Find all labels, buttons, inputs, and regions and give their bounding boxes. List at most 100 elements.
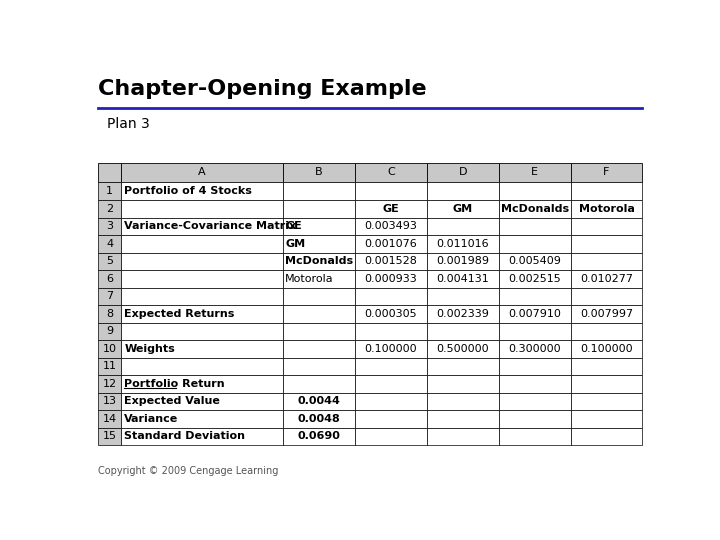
Bar — [121, 163, 283, 183]
Bar — [499, 288, 570, 305]
Bar — [570, 163, 642, 183]
Text: 0.001989: 0.001989 — [436, 256, 490, 266]
Text: 0.500000: 0.500000 — [436, 344, 489, 354]
Bar — [427, 183, 499, 200]
Bar — [355, 163, 427, 183]
Bar — [355, 340, 427, 357]
Text: Copyright © 2009 Cengage Learning: Copyright © 2009 Cengage Learning — [99, 465, 279, 476]
Bar — [121, 322, 283, 340]
Bar — [427, 428, 499, 445]
Text: 2: 2 — [106, 204, 113, 214]
Text: 0.0044: 0.0044 — [297, 396, 341, 407]
Text: 0.000305: 0.000305 — [364, 309, 417, 319]
Text: 15: 15 — [103, 431, 117, 442]
Bar — [99, 163, 121, 183]
Bar — [499, 410, 570, 428]
Bar — [499, 322, 570, 340]
Text: 0.100000: 0.100000 — [580, 344, 633, 354]
Text: McDonalds: McDonalds — [500, 204, 569, 214]
Bar — [427, 200, 499, 218]
Text: Variance: Variance — [125, 414, 179, 424]
Bar — [99, 322, 121, 340]
Text: Variance-Covariance Matrix: Variance-Covariance Matrix — [125, 221, 297, 231]
Text: A: A — [198, 167, 206, 178]
Bar — [355, 393, 427, 410]
Bar — [99, 235, 121, 253]
Bar — [121, 357, 283, 375]
Bar — [499, 253, 570, 270]
Bar — [283, 322, 355, 340]
Text: 14: 14 — [102, 414, 117, 424]
Text: 13: 13 — [103, 396, 117, 407]
Bar — [570, 428, 642, 445]
Bar — [121, 288, 283, 305]
Text: 0.010277: 0.010277 — [580, 274, 633, 284]
Bar — [427, 163, 499, 183]
Text: 0.007997: 0.007997 — [580, 309, 633, 319]
Text: 0.300000: 0.300000 — [508, 344, 561, 354]
Bar — [99, 253, 121, 270]
Bar — [570, 288, 642, 305]
Text: Portfolio Return: Portfolio Return — [125, 379, 225, 389]
Text: 0.003493: 0.003493 — [364, 221, 418, 231]
Bar — [570, 235, 642, 253]
Bar — [99, 410, 121, 428]
Text: McDonalds: McDonalds — [285, 256, 354, 266]
Bar — [99, 200, 121, 218]
Bar — [570, 375, 642, 393]
Bar — [99, 340, 121, 357]
Bar — [355, 410, 427, 428]
Bar — [427, 288, 499, 305]
Bar — [570, 322, 642, 340]
Bar — [121, 305, 283, 322]
Bar — [499, 235, 570, 253]
Text: 6: 6 — [106, 274, 113, 284]
Text: 0.002515: 0.002515 — [508, 274, 561, 284]
Bar — [121, 270, 283, 288]
Text: 0.100000: 0.100000 — [364, 344, 417, 354]
Bar — [355, 322, 427, 340]
Bar — [427, 410, 499, 428]
Bar — [355, 183, 427, 200]
Bar — [283, 200, 355, 218]
Bar — [355, 375, 427, 393]
Text: 7: 7 — [106, 292, 113, 301]
Text: GM: GM — [285, 239, 305, 249]
Bar — [355, 357, 427, 375]
Bar — [355, 218, 427, 235]
Bar — [427, 357, 499, 375]
Bar — [427, 322, 499, 340]
Bar — [499, 375, 570, 393]
Text: 5: 5 — [106, 256, 113, 266]
Bar — [499, 428, 570, 445]
Text: Standard Deviation: Standard Deviation — [125, 431, 246, 442]
Text: GE: GE — [382, 204, 400, 214]
Bar — [121, 410, 283, 428]
Bar — [283, 357, 355, 375]
Bar — [355, 288, 427, 305]
Bar — [427, 253, 499, 270]
Bar — [121, 200, 283, 218]
Bar — [283, 375, 355, 393]
Bar — [570, 305, 642, 322]
Bar — [427, 375, 499, 393]
Bar — [355, 305, 427, 322]
Bar — [427, 305, 499, 322]
Bar — [99, 270, 121, 288]
Text: E: E — [531, 167, 538, 178]
Bar — [355, 235, 427, 253]
Bar — [355, 253, 427, 270]
Text: 0.000933: 0.000933 — [364, 274, 418, 284]
Text: GE: GE — [285, 221, 302, 231]
Bar — [570, 410, 642, 428]
Bar — [121, 428, 283, 445]
Text: 0.001528: 0.001528 — [364, 256, 418, 266]
Text: Expected Returns: Expected Returns — [125, 309, 235, 319]
Bar — [283, 253, 355, 270]
Bar — [499, 340, 570, 357]
Text: 0.001076: 0.001076 — [364, 239, 418, 249]
Text: 9: 9 — [106, 326, 113, 336]
Text: 0.005409: 0.005409 — [508, 256, 561, 266]
Bar — [427, 218, 499, 235]
Bar — [570, 270, 642, 288]
